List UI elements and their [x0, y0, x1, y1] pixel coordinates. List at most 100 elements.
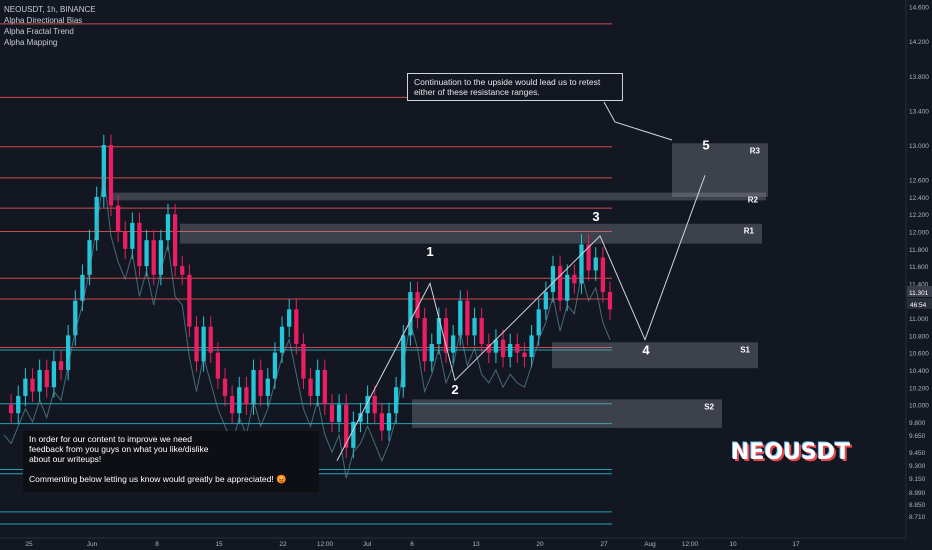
- candle-body: [529, 335, 534, 357]
- price-tick-label: 8.850: [909, 502, 926, 509]
- candle-body: [486, 343, 491, 353]
- candle-body: [393, 387, 399, 414]
- candle-body: [16, 395, 21, 414]
- wave-label-2: 2: [451, 382, 458, 397]
- candle-body: [593, 257, 598, 271]
- price-tick-label: 10.000: [909, 403, 929, 410]
- feedback-line: Commenting below letting us know would g…: [29, 474, 287, 484]
- candle-body: [365, 395, 370, 414]
- candle-body: [172, 214, 178, 267]
- candle-body: [386, 413, 392, 431]
- candle-body: [472, 318, 477, 336]
- zone-r3: [672, 143, 768, 197]
- candle-body: [500, 339, 506, 357]
- zone-label: R1: [744, 227, 755, 236]
- candle-body: [600, 257, 606, 293]
- indicator-fractal-trend[interactable]: Alpha Fractal Trend: [4, 27, 74, 36]
- candle-body: [287, 309, 292, 327]
- candle-body: [180, 266, 185, 275]
- price-tick-label: 12.200: [909, 212, 929, 219]
- zone-r2: [110, 192, 766, 201]
- candle-body: [137, 222, 142, 267]
- candle-body: [358, 413, 363, 422]
- time-tick-label: 8: [155, 541, 159, 548]
- candle-body: [515, 343, 520, 353]
- candle-body: [301, 343, 306, 379]
- zone-s2: [412, 399, 722, 428]
- candle-body: [344, 404, 349, 448]
- indicator-directional-bias[interactable]: Alpha Directional Bias: [4, 16, 83, 25]
- symbol-title: NEOUSDT, 1h, BINANCE: [4, 5, 96, 14]
- candle-body: [244, 387, 249, 405]
- candle-body: [429, 343, 434, 362]
- candle-body: [73, 300, 78, 336]
- callout-line: Continuation to the upside would lead us…: [414, 77, 601, 87]
- price-tick-label: 12.000: [909, 230, 929, 237]
- candle-body: [336, 404, 342, 422]
- zone-label: S2: [704, 402, 714, 411]
- candle-body: [479, 318, 484, 344]
- candle-body: [230, 395, 235, 414]
- current-price-label: 11.301: [909, 290, 929, 297]
- candle-body: [44, 369, 49, 388]
- time-tick-label: 20: [536, 541, 544, 548]
- candle-body: [115, 205, 121, 232]
- time-tick-label: 12:00: [317, 541, 334, 548]
- price-tick-label: 13.800: [909, 74, 929, 81]
- candle-body: [458, 300, 463, 336]
- candle-body: [8, 404, 14, 414]
- time-tick-label: 25: [25, 541, 33, 548]
- ticker-watermark: NEOUSDT: [731, 440, 851, 465]
- price-tick-label: 11.400: [909, 281, 929, 288]
- candle-body: [565, 274, 570, 301]
- candle-body: [465, 300, 470, 336]
- feedback-note: In order for our content to improve we n…: [23, 431, 319, 492]
- candle-body: [123, 231, 128, 249]
- candle-body: [372, 395, 377, 414]
- callout-line: either of these resistance ranges.: [414, 87, 540, 97]
- price-tick-label: 9.300: [909, 463, 926, 470]
- callout-leader: [603, 101, 673, 141]
- candle-body: [194, 326, 199, 362]
- candle-body: [543, 292, 548, 310]
- candle-body: [579, 244, 584, 284]
- candle-body: [550, 266, 556, 293]
- candle-body: [493, 339, 499, 353]
- price-tick-label: 9.650: [909, 433, 926, 440]
- resistance-callout: Continuation to the upside would lead us…: [407, 73, 623, 101]
- candle-body: [308, 378, 313, 396]
- candle-body: [436, 318, 442, 344]
- price-tick-label: 14.200: [909, 39, 929, 46]
- price-tick-label: 12.400: [909, 195, 929, 202]
- price-tick-label: 9.450: [909, 450, 926, 457]
- indicator-mapping[interactable]: Alpha Mapping: [4, 38, 58, 47]
- candle-body: [151, 240, 156, 275]
- price-tick-label: 11.000: [909, 316, 929, 323]
- wave-label-3: 3: [592, 209, 599, 224]
- current-price-badge: [907, 286, 932, 298]
- candle-body: [258, 369, 263, 396]
- candle-body: [158, 240, 163, 275]
- candle-body: [66, 335, 71, 370]
- price-tick-label: 13.400: [909, 108, 929, 115]
- candle-body: [30, 378, 35, 392]
- time-tick-label: 10: [729, 541, 737, 548]
- candle-body: [87, 240, 92, 275]
- candle-body: [408, 292, 413, 336]
- candle-body: [443, 318, 449, 353]
- candle-body: [51, 361, 57, 388]
- candle-body: [422, 318, 427, 362]
- candle-body: [508, 343, 513, 357]
- time-tick-label: 17: [792, 541, 800, 548]
- candle-body: [315, 369, 320, 396]
- candle-body: [522, 352, 527, 357]
- time-tick-label: Aug: [644, 541, 656, 548]
- time-tick-label: Jul: [363, 541, 372, 548]
- wave-projection-path: [336, 175, 706, 462]
- candle-body: [187, 274, 192, 327]
- zone-label: R2: [748, 196, 759, 205]
- candle-body: [586, 244, 591, 271]
- candle-body: [536, 309, 541, 336]
- price-tick-label: 10.200: [909, 385, 929, 392]
- time-tick-label: 22: [279, 541, 287, 548]
